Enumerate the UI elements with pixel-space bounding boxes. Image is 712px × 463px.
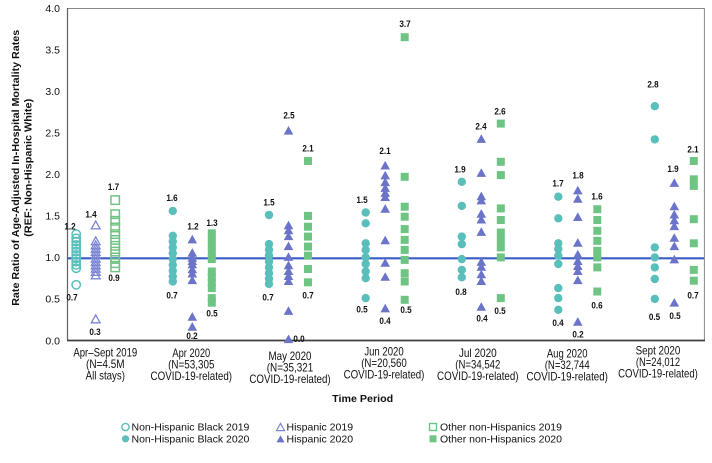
svg-text:COVID-19-related): COVID-19-related): [249, 372, 330, 386]
svg-text:(REF: Non-Hispanic White): (REF: Non-Hispanic White): [24, 99, 35, 237]
svg-text:2.1: 2.1: [379, 146, 391, 157]
svg-text:0.2: 0.2: [572, 329, 583, 340]
svg-text:2.8: 2.8: [647, 79, 658, 90]
svg-text:0.5: 0.5: [206, 308, 218, 319]
svg-text:(N=4.5M: (N=4.5M: [86, 357, 125, 371]
svg-text:1.9: 1.9: [667, 164, 678, 175]
svg-text:1.0: 1.0: [45, 252, 60, 264]
svg-text:2.6: 2.6: [494, 106, 505, 117]
svg-text:COVID-19-related): COVID-19-related): [437, 369, 519, 383]
svg-text:3.5: 3.5: [45, 45, 60, 57]
svg-text:Non-Hispanic Black 2019: Non-Hispanic Black 2019: [132, 422, 250, 434]
svg-text:0.0: 0.0: [45, 335, 60, 347]
svg-text:1.7: 1.7: [108, 182, 119, 193]
svg-text:1.4: 1.4: [85, 209, 97, 220]
svg-text:0.3: 0.3: [89, 327, 100, 338]
svg-text:1.3: 1.3: [206, 218, 217, 229]
svg-text:COVID-19-related): COVID-19-related): [151, 369, 233, 383]
svg-text:1.2: 1.2: [187, 221, 198, 232]
svg-text:1.5: 1.5: [263, 197, 275, 208]
svg-text:0.4: 0.4: [379, 316, 391, 327]
svg-text:0.2: 0.2: [186, 331, 197, 342]
svg-text:COVID-19-related): COVID-19-related): [618, 366, 698, 380]
svg-text:0.4: 0.4: [552, 318, 564, 329]
svg-text:0.6: 0.6: [591, 300, 602, 311]
svg-text:0.4: 0.4: [476, 313, 488, 324]
svg-text:0.0: 0.0: [293, 334, 304, 345]
svg-text:All stays): All stays): [86, 369, 125, 383]
svg-text:0.9: 0.9: [108, 273, 119, 284]
svg-text:Jul 2020: Jul 2020: [459, 346, 497, 360]
svg-text:Hispanic 2019: Hispanic 2019: [287, 422, 354, 434]
svg-text:1.9: 1.9: [454, 164, 465, 175]
svg-text:0.5: 0.5: [494, 306, 506, 317]
svg-text:0.7: 0.7: [687, 290, 698, 301]
svg-text:Jun 2020: Jun 2020: [364, 345, 404, 359]
svg-text:2.5: 2.5: [45, 128, 60, 140]
svg-text:1.2: 1.2: [64, 221, 75, 232]
svg-text:Time Period: Time Period: [332, 394, 393, 405]
svg-text:Other non-Hispanics 2019: Other non-Hispanics 2019: [440, 422, 562, 434]
svg-text:0.5: 0.5: [45, 294, 60, 306]
svg-text:(N=53,305: (N=53,305: [168, 357, 215, 371]
svg-text:(N=35,321: (N=35,321: [267, 360, 314, 374]
svg-text:0.8: 0.8: [455, 287, 466, 298]
svg-text:0.5: 0.5: [669, 311, 681, 322]
svg-text:(N=32,744: (N=32,744: [545, 358, 590, 372]
svg-text:Apr 2020: Apr 2020: [172, 346, 210, 360]
svg-text:0.7: 0.7: [66, 292, 77, 303]
svg-text:4.0: 4.0: [45, 3, 60, 15]
svg-text:2.5: 2.5: [283, 110, 295, 121]
svg-text:COVID-19-related): COVID-19-related): [526, 369, 608, 383]
svg-text:0.5: 0.5: [649, 312, 661, 323]
svg-text:2.0: 2.0: [45, 169, 60, 181]
svg-text:May 2020: May 2020: [269, 349, 312, 363]
svg-text:(N=34,542: (N=34,542: [455, 357, 500, 371]
svg-text:2.4: 2.4: [475, 121, 487, 132]
svg-text:1.7: 1.7: [552, 178, 563, 189]
svg-text:3.7: 3.7: [399, 19, 410, 30]
svg-text:1.6: 1.6: [166, 193, 177, 204]
svg-text:Apr–Sept 2019: Apr–Sept 2019: [73, 346, 137, 360]
svg-text:3.0: 3.0: [45, 86, 60, 98]
svg-text:0.5: 0.5: [400, 305, 412, 316]
svg-text:COVID-19-related): COVID-19-related): [344, 368, 425, 382]
svg-text:0.7: 0.7: [262, 292, 273, 303]
svg-text:1.5: 1.5: [45, 211, 60, 223]
svg-text:Sept 2020: Sept 2020: [636, 343, 681, 357]
svg-text:0.7: 0.7: [302, 290, 313, 301]
svg-text:1.5: 1.5: [356, 195, 368, 206]
svg-text:(N=20,560: (N=20,560: [361, 356, 407, 370]
svg-text:0.5: 0.5: [356, 304, 368, 315]
svg-text:2.1: 2.1: [687, 144, 699, 155]
svg-text:Non-Hispanic Black 2020: Non-Hispanic Black 2020: [132, 433, 250, 445]
svg-text:0.7: 0.7: [166, 290, 177, 301]
svg-text:2.1: 2.1: [302, 143, 314, 154]
svg-text:1.8: 1.8: [572, 170, 583, 181]
svg-text:Hispanic 2020: Hispanic 2020: [287, 433, 354, 445]
svg-text:1.6: 1.6: [591, 191, 602, 202]
svg-text:(N=24,012: (N=24,012: [636, 355, 681, 369]
svg-text:Aug 2020: Aug 2020: [547, 346, 588, 360]
svg-text:Rate Ratio of Age-Adjusted In-: Rate Ratio of Age-Adjusted In-Hospital M…: [11, 29, 22, 305]
svg-text:Other non-Hispanics 2020: Other non-Hispanics 2020: [440, 433, 562, 445]
